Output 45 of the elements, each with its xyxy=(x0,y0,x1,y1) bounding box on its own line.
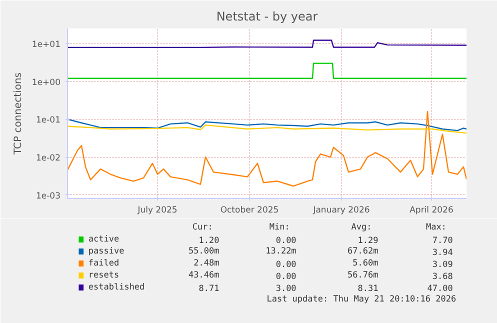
y-axis-title: TCP connections xyxy=(12,72,24,156)
text: 1.20 xyxy=(198,236,220,246)
legend-label: failed xyxy=(88,258,120,268)
x-tick-label: July 2025 xyxy=(136,206,178,216)
text: 8.31 xyxy=(358,284,378,294)
text: 67.62m xyxy=(347,246,378,256)
text: Min: xyxy=(269,222,290,232)
y-tick-label: 1e-02 xyxy=(36,154,61,164)
y-tick-label: 1e-03 xyxy=(36,191,61,202)
x-tick-label: April 2026 xyxy=(410,206,454,216)
text: 5.60m xyxy=(352,258,378,268)
text: 3.68 xyxy=(432,272,453,282)
text: 55.00m xyxy=(188,246,220,256)
text: 7.70 xyxy=(432,236,453,246)
text: 0.00 xyxy=(276,272,296,282)
chart-title: Netstat - by year xyxy=(216,10,318,24)
line-series xyxy=(68,124,466,134)
legend-label: established xyxy=(88,282,145,292)
legend-label: passive xyxy=(88,246,124,256)
text: Last update: Thu May 21 20:10:16 2026 xyxy=(266,294,456,304)
text: 43.46m xyxy=(188,270,220,280)
text: 3.09 xyxy=(432,260,453,270)
line-series xyxy=(68,40,466,48)
y-tick-label: 1e-01 xyxy=(36,116,61,126)
y-tick-label: 1e+01 xyxy=(32,40,61,50)
text: Avg: xyxy=(351,222,372,232)
text: 0.00 xyxy=(276,236,296,246)
text: 0.00 xyxy=(276,260,296,270)
text: 8.71 xyxy=(198,284,220,294)
line-series xyxy=(68,110,466,187)
text: 3.94 xyxy=(432,248,453,258)
text: 56.76m xyxy=(347,270,378,280)
text: 2.48m xyxy=(194,258,220,268)
legend-label: resets xyxy=(88,270,120,280)
x-tick-label: January 2026 xyxy=(312,206,370,216)
y-tick-label: 1e+00 xyxy=(32,78,61,88)
legend-label: active xyxy=(88,234,120,244)
x-tick-label: October 2025 xyxy=(220,206,279,216)
text: 3.00 xyxy=(276,284,296,294)
line-series xyxy=(68,118,466,132)
text: Cur: xyxy=(192,222,213,232)
text: 13.22m xyxy=(266,246,296,256)
text: Max: xyxy=(426,222,446,232)
text: 1.29 xyxy=(358,236,378,246)
text: 47.00 xyxy=(427,284,453,294)
